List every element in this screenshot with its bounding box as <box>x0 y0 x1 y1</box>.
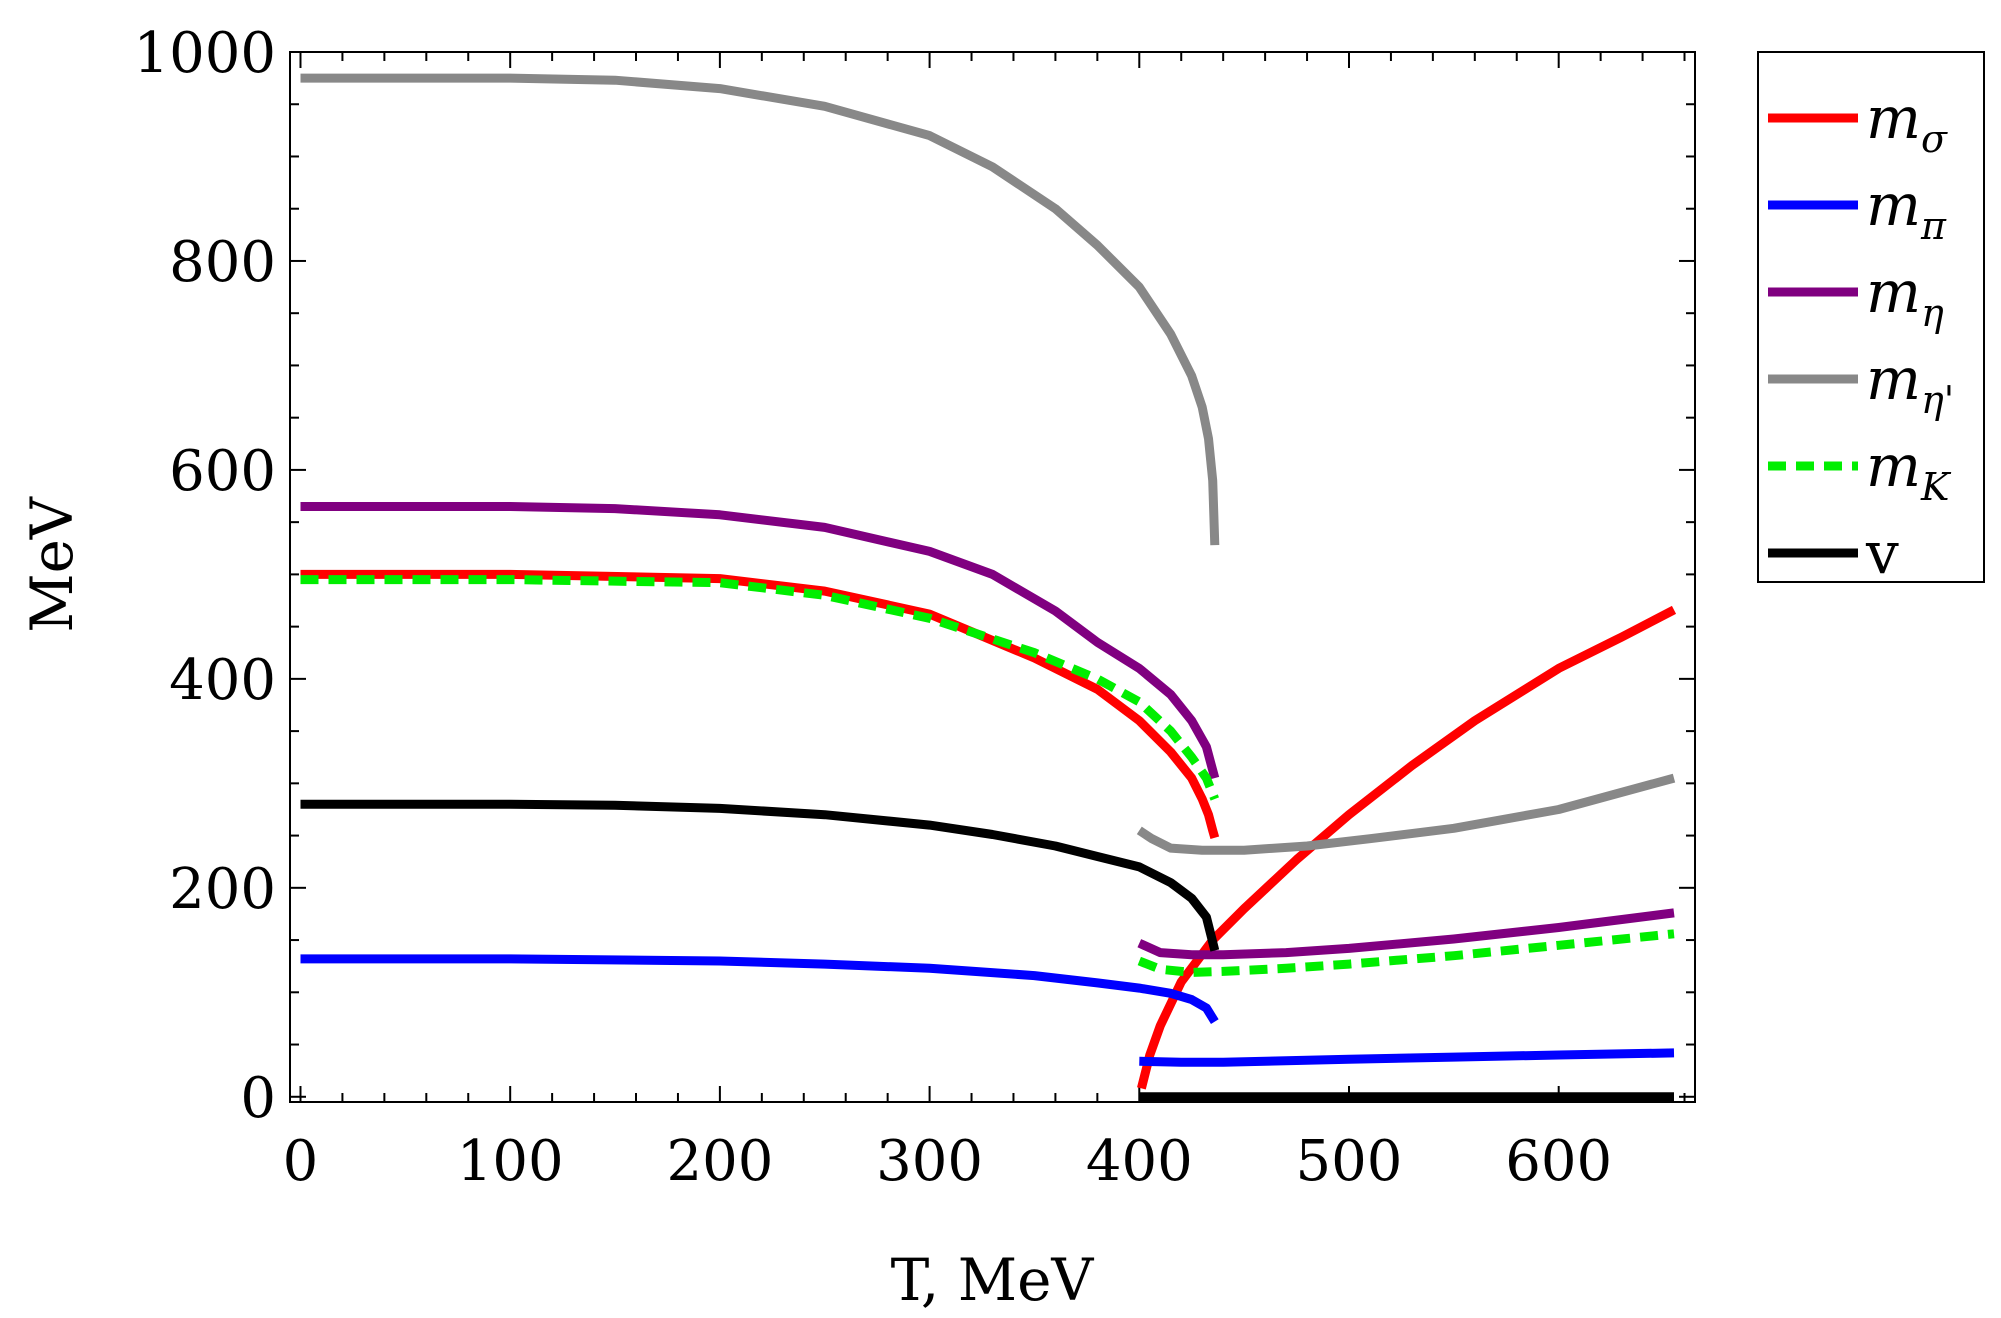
series-line <box>1137 908 1675 960</box>
x-tick-label: 200 <box>666 1129 773 1194</box>
series-m <box>300 73 1676 855</box>
series-line <box>1136 773 1676 855</box>
y-tick-label: 600 <box>169 439 276 504</box>
series-line <box>1137 929 1675 977</box>
y-tick-label: 1000 <box>133 21 276 86</box>
series-v <box>300 799 1674 1102</box>
legend-label: mη' <box>1866 345 1954 422</box>
y-tick-label: 400 <box>169 648 276 713</box>
series-m <box>300 502 1675 960</box>
legend-item: mη <box>1768 258 1944 335</box>
series-line <box>1139 1048 1675 1067</box>
x-tick-label: 0 <box>283 1129 319 1194</box>
y-tick-label: 200 <box>169 857 276 922</box>
series-line <box>300 575 1219 801</box>
x-tick-label: 400 <box>1086 1129 1193 1194</box>
legend-box <box>1757 51 1985 583</box>
series-line <box>300 73 1220 546</box>
legend-item: mσ <box>1768 84 1948 161</box>
series-line <box>1137 605 1677 1090</box>
plot-frame <box>289 51 1696 1103</box>
series-line <box>300 502 1220 780</box>
series-mk <box>300 575 1675 977</box>
x-tick-labels: 0 100 200 300 400 500 600 <box>283 1129 1612 1194</box>
legend-label: mσ <box>1866 84 1948 161</box>
y-tick-labels: 0 200 400 600 800 1000 <box>133 21 276 1131</box>
y-tick-label: 800 <box>169 230 276 295</box>
y-axis-title: MeV <box>18 496 86 633</box>
x-tick-label: 300 <box>876 1129 983 1194</box>
legend-label: mK <box>1866 432 1952 509</box>
legend-item: mK <box>1768 432 1952 509</box>
legend-item: mπ <box>1768 171 1947 248</box>
plot-border <box>289 51 1696 1103</box>
legend: mσ mπ mη mη' mK v <box>1757 51 1985 587</box>
x-tick-label: 100 <box>457 1129 564 1194</box>
y-tick-label: 0 <box>240 1066 276 1131</box>
legend-label: mπ <box>1866 171 1947 248</box>
x-tick-label: 500 <box>1296 1129 1403 1194</box>
legend-label: mη <box>1866 258 1944 335</box>
x-axis-title: T, MeV <box>891 1246 1095 1314</box>
series-m <box>300 954 1675 1067</box>
x-tick-label: 600 <box>1505 1129 1612 1194</box>
series-lines <box>300 73 1677 1102</box>
legend-label: v <box>1865 519 1899 587</box>
legend-item: mη' <box>1768 345 1954 422</box>
legend-item: v <box>1768 519 1899 587</box>
series-line <box>300 954 1219 1024</box>
series-line <box>300 569 1220 839</box>
series-line <box>300 799 1220 952</box>
